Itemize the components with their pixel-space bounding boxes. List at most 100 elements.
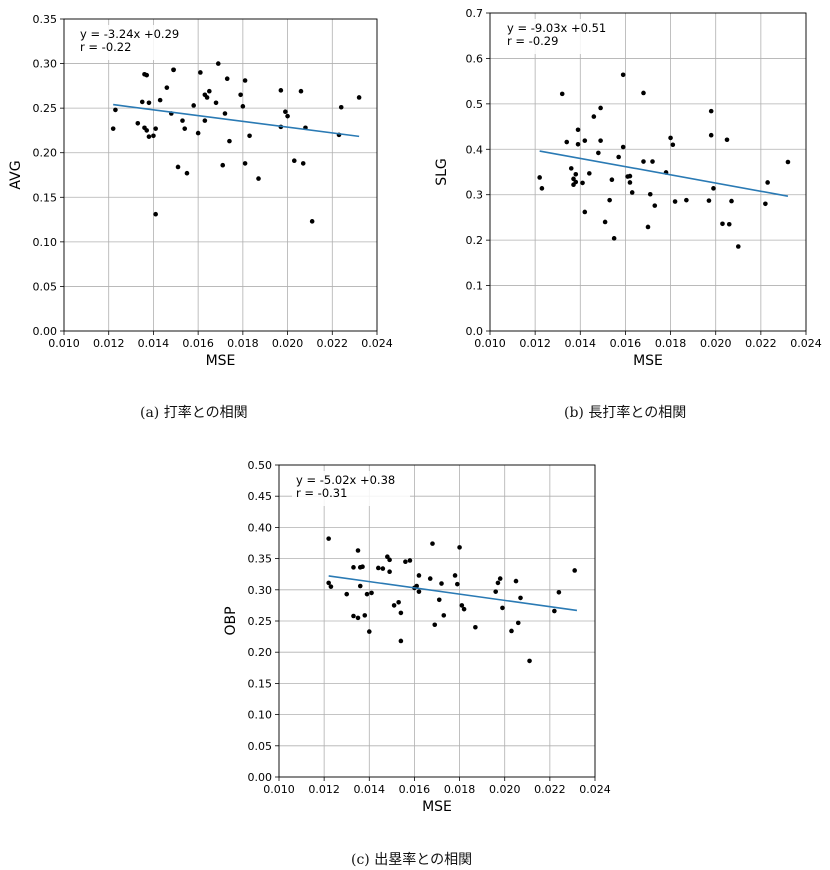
y-tick-label: 0.20: [33, 147, 58, 160]
x-tick-label: 0.018: [227, 337, 259, 350]
chart-obp: 0.010 0.012 0.014 0.016 0.018 0.020 0.022 0.024…: [223, 459, 611, 815]
x-tick-label: 0.022: [317, 337, 349, 350]
data-point: [564, 139, 570, 145]
x-tick-label: 0.016: [610, 337, 642, 350]
x-tick-label: 0.022: [745, 337, 777, 350]
correlation-coefficient: r = -0.29: [507, 34, 558, 48]
data-point: [568, 166, 574, 171]
data-point: [224, 76, 230, 82]
x-axis-label: MSE: [422, 799, 452, 815]
data-point: [416, 589, 422, 594]
data-point: [509, 628, 514, 634]
data-point: [398, 610, 404, 616]
data-point: [430, 541, 435, 546]
data-point: [513, 578, 519, 584]
data-point: [351, 565, 356, 570]
data-point: [552, 608, 557, 614]
data-point: [360, 564, 365, 570]
data-point: [356, 95, 362, 100]
data-point: [113, 107, 118, 113]
x-tick-label: 0.022: [534, 783, 566, 796]
y-tick-label: 0.10: [248, 709, 273, 722]
data-point: [182, 126, 188, 131]
y-tick-label: 0.00: [33, 325, 58, 338]
data-point: [711, 186, 716, 191]
data-point: [144, 128, 150, 133]
y-tick-label: 0.25: [33, 102, 58, 115]
data-point: [220, 162, 226, 168]
y-tick-label: 0.4: [466, 143, 484, 156]
data-point: [706, 198, 712, 203]
data-point: [202, 118, 208, 123]
data-point: [283, 109, 288, 115]
data-point: [672, 199, 678, 204]
data-point: [616, 154, 621, 160]
data-point: [191, 103, 196, 108]
data-point: [291, 158, 297, 164]
data-point: [414, 583, 419, 589]
data-point: [495, 580, 501, 586]
data-point: [455, 581, 460, 587]
data-point: [668, 135, 673, 141]
data-point: [572, 568, 577, 573]
y-tick-label: 0.00: [248, 771, 273, 784]
data-point: [596, 150, 601, 156]
data-point: [195, 130, 201, 136]
data-point: [171, 67, 176, 73]
regression-line: [113, 103, 360, 138]
data-point: [726, 221, 732, 227]
data-point: [357, 583, 363, 589]
data-point: [180, 118, 185, 123]
regression-equation: y = -9.03x +0.51: [507, 21, 606, 35]
y-tick-label: 0.45: [248, 490, 273, 503]
chart-avg: 0.010 0.012 0.014 0.016 0.018 0.020 0.022 0.024…: [8, 13, 393, 369]
data-point: [396, 599, 401, 605]
annotation-box: [503, 19, 621, 54]
data-point: [213, 100, 219, 106]
data-point: [537, 175, 542, 180]
data-point: [298, 88, 304, 94]
data-point: [222, 111, 228, 116]
data-point: [139, 99, 145, 105]
data-point: [398, 638, 404, 644]
data-point: [591, 114, 597, 119]
data-point: [387, 569, 392, 575]
x-tick-label: 0.012: [308, 783, 340, 796]
data-point: [611, 236, 617, 241]
y-tick-label: 0.10: [33, 236, 58, 249]
data-point: [407, 558, 413, 563]
data-point: [285, 113, 290, 119]
regression-equation: y = -5.02x +0.38: [296, 473, 395, 487]
data-point: [278, 88, 284, 93]
data-point: [785, 159, 791, 165]
y-tick-label: 0.7: [466, 7, 484, 20]
data-point: [391, 603, 397, 608]
y-tick-label: 0.30: [248, 584, 273, 597]
data-point: [647, 191, 653, 197]
x-tick-label: 0.020: [272, 337, 304, 350]
data-point: [459, 603, 465, 608]
data-point: [151, 133, 156, 139]
data-point: [240, 104, 246, 109]
data-point: [146, 100, 152, 106]
regression-line: [328, 575, 578, 612]
regression-equation: y = -3.24x +0.29: [80, 27, 179, 41]
data-point: [645, 224, 651, 230]
data-point: [539, 186, 545, 191]
data-point: [765, 180, 770, 185]
x-tick-label: 0.014: [354, 783, 386, 796]
y-tick-label: 0.15: [248, 677, 273, 690]
data-point: [157, 97, 163, 103]
data-point: [207, 88, 212, 94]
y-tick-label: 0.3: [466, 189, 484, 202]
data-point: [338, 104, 344, 110]
data-point: [708, 132, 714, 138]
data-point: [300, 161, 306, 166]
data-point: [729, 198, 734, 204]
y-tick-label: 0.05: [33, 280, 58, 293]
data-point: [427, 576, 433, 581]
y-tick-label: 0.35: [248, 553, 273, 566]
data-point: [627, 180, 633, 185]
data-point: [164, 85, 170, 90]
